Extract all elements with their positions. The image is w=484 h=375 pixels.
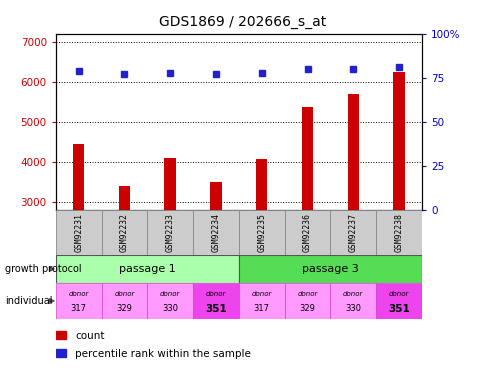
Text: GDS1869 / 202666_s_at: GDS1869 / 202666_s_at	[159, 15, 325, 29]
Bar	[101, 283, 147, 319]
Bar	[147, 210, 193, 255]
Bar	[284, 210, 330, 255]
Text: percentile rank within the sample: percentile rank within the sample	[75, 350, 251, 360]
Bar	[347, 94, 358, 322]
Text: donor: donor	[205, 291, 226, 297]
Text: GSM92238: GSM92238	[394, 213, 403, 252]
Text: donor: donor	[251, 291, 272, 297]
Bar	[284, 283, 330, 319]
Text: passage 3: passage 3	[302, 264, 358, 274]
Text: donor: donor	[114, 291, 135, 297]
Text: GSM92231: GSM92231	[74, 213, 83, 252]
Bar	[256, 159, 267, 322]
Text: donor: donor	[388, 291, 408, 297]
Text: 317: 317	[71, 304, 87, 313]
Bar	[210, 182, 221, 322]
Text: 317: 317	[253, 304, 269, 313]
Bar	[193, 283, 238, 319]
Text: passage 1: passage 1	[119, 264, 175, 274]
Bar	[147, 283, 193, 319]
Bar	[73, 144, 84, 322]
Bar	[193, 210, 238, 255]
Bar	[119, 186, 130, 322]
Bar	[238, 210, 284, 255]
Text: 351: 351	[205, 304, 227, 314]
Bar	[56, 283, 101, 319]
Text: GSM92237: GSM92237	[348, 213, 357, 252]
Text: donor: donor	[68, 291, 89, 297]
Text: GSM92235: GSM92235	[257, 213, 266, 252]
Bar	[238, 283, 284, 319]
Text: 329: 329	[116, 304, 132, 313]
Text: count: count	[75, 332, 105, 342]
Text: donor: donor	[342, 291, 363, 297]
Bar	[301, 106, 313, 322]
Text: 330: 330	[345, 304, 361, 313]
Bar	[164, 158, 176, 322]
Text: donor: donor	[160, 291, 180, 297]
Text: GSM92236: GSM92236	[302, 213, 311, 252]
Bar	[238, 255, 421, 283]
Bar	[376, 210, 421, 255]
Text: 330: 330	[162, 304, 178, 313]
Bar	[376, 283, 421, 319]
Bar	[56, 210, 101, 255]
Bar	[56, 349, 66, 357]
Text: GSM92233: GSM92233	[166, 213, 174, 252]
Text: donor: donor	[297, 291, 317, 297]
Text: individual: individual	[5, 296, 52, 306]
Text: 329: 329	[299, 304, 315, 313]
Bar	[56, 331, 66, 339]
Text: growth protocol: growth protocol	[5, 264, 81, 274]
Bar	[330, 283, 376, 319]
Text: GSM92232: GSM92232	[120, 213, 129, 252]
Bar	[330, 210, 376, 255]
Text: 351: 351	[387, 304, 409, 314]
Bar	[393, 72, 404, 322]
Text: GSM92234: GSM92234	[211, 213, 220, 252]
Bar	[101, 210, 147, 255]
Bar	[56, 255, 238, 283]
